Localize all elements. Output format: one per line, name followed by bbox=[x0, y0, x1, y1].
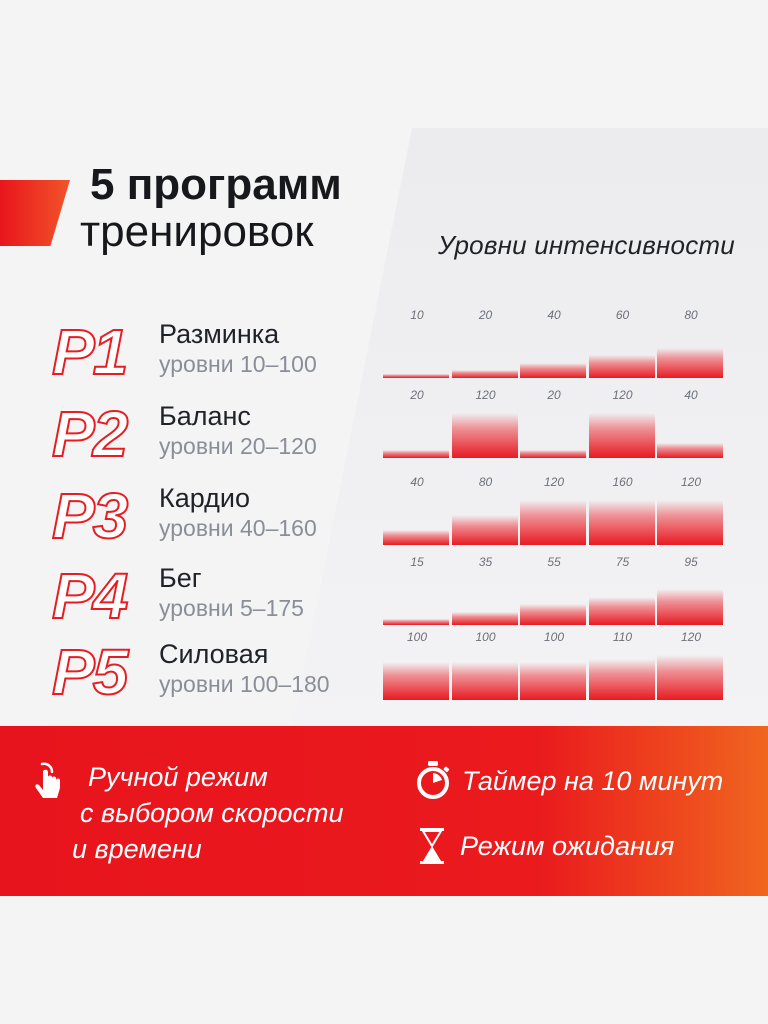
program-code: P3 bbox=[51, 479, 129, 553]
program-levels: уровни 10–100 bbox=[159, 351, 317, 377]
intensity-value-label: 80 bbox=[684, 308, 698, 322]
intensity-bar bbox=[588, 355, 655, 378]
intensity-value-label: 60 bbox=[615, 308, 630, 322]
intensity-bar bbox=[588, 500, 655, 545]
intensity-bar bbox=[451, 413, 518, 458]
program-p4: P4 Бег уровни 5–175 bbox=[51, 559, 352, 638]
intensity-bar bbox=[520, 363, 586, 378]
intensity-bar bbox=[520, 662, 586, 700]
intensity-value-label: 120 bbox=[475, 388, 496, 402]
program-name: Бег bbox=[159, 563, 202, 593]
intensity-value-label: 40 bbox=[547, 308, 561, 322]
intensity-value-label: 20 bbox=[547, 388, 561, 402]
program-levels: уровни 40–160 bbox=[159, 515, 317, 541]
intensity-value-label: 95 bbox=[684, 555, 698, 569]
program-levels: уровни 100–180 bbox=[159, 671, 330, 697]
program-code: P2 bbox=[51, 397, 129, 471]
intensity-row-p4: 15 35 55 75 95 bbox=[383, 555, 724, 625]
intensity-value-label: 100 bbox=[543, 630, 565, 644]
page-title: 5 программ тренировок bbox=[80, 160, 342, 256]
intensity-bar bbox=[588, 659, 655, 700]
intensity-row-p2: 20 120 20 120 40 bbox=[383, 388, 724, 458]
manual-line-2: с выбором скорости bbox=[80, 798, 344, 828]
intensity-value-label: 120 bbox=[680, 630, 702, 644]
program-levels: уровни 20–120 bbox=[159, 433, 317, 459]
intensity-value-label: 15 bbox=[410, 555, 424, 569]
intensity-value-label: 35 bbox=[478, 555, 493, 569]
intensity-bar bbox=[657, 348, 723, 378]
intensity-value-label: 120 bbox=[680, 475, 702, 489]
intensity-value-label: 100 bbox=[475, 630, 496, 644]
intensity-value-label: 75 bbox=[615, 555, 630, 569]
intensity-row-p3: 40 80 120 160 120 bbox=[383, 475, 724, 545]
intensity-value-label: 100 bbox=[406, 630, 428, 644]
program-code: P5 bbox=[51, 635, 129, 709]
intensity-value-label: 40 bbox=[410, 475, 424, 489]
intensity-bar bbox=[451, 370, 518, 378]
manual-line-3: и времени bbox=[72, 834, 202, 864]
manual-line-1: Ручной режим bbox=[88, 762, 268, 792]
intensity-bar bbox=[383, 530, 449, 545]
intensity-value-label: 110 bbox=[612, 630, 633, 644]
intensity-bar bbox=[383, 662, 449, 700]
intensity-bar bbox=[451, 612, 518, 625]
program-p5: P5 Силовая уровни 100–180 bbox=[51, 635, 352, 714]
intensity-bar bbox=[588, 413, 655, 458]
stopwatch-icon bbox=[417, 761, 450, 799]
program-name: Кардио bbox=[159, 483, 250, 513]
timer-text: Таймер на 10 минут bbox=[462, 766, 724, 796]
intensity-bar bbox=[657, 655, 723, 700]
title-line-1: 5 программ bbox=[90, 160, 342, 209]
hourglass-icon bbox=[420, 828, 444, 864]
accent-shape bbox=[0, 180, 70, 246]
features-banner: Ручной режим с выбором скорости и времен… bbox=[0, 726, 768, 896]
intensity-bar bbox=[383, 374, 449, 378]
intensity-bar bbox=[451, 515, 518, 545]
intensity-bar bbox=[657, 589, 723, 625]
intensity-value-label: 55 bbox=[547, 555, 561, 569]
intensity-bar bbox=[520, 500, 586, 545]
intensity-value-label: 160 bbox=[612, 475, 633, 489]
title-line-2: тренировок bbox=[80, 206, 314, 256]
intensity-value-label: 80 bbox=[478, 475, 493, 489]
intensity-value-label: 40 bbox=[684, 388, 698, 402]
intensity-title: Уровни интенсивности bbox=[438, 230, 735, 260]
intensity-bar bbox=[520, 604, 586, 625]
program-name: Баланс bbox=[159, 401, 251, 431]
intensity-bar bbox=[383, 450, 449, 458]
intensity-row-p1: 10 20 40 60 80 bbox=[383, 308, 724, 378]
program-levels: уровни 5–175 bbox=[159, 595, 304, 621]
intensity-bar bbox=[451, 662, 518, 700]
intensity-bar bbox=[383, 619, 449, 625]
program-name: Силовая bbox=[159, 639, 269, 669]
intensity-bar bbox=[520, 450, 586, 458]
intensity-value-label: 120 bbox=[612, 388, 633, 402]
intensity-value-label: 20 bbox=[478, 308, 493, 322]
program-code: P1 bbox=[51, 315, 129, 389]
program-p1: P1 Разминка уровни 10–100 bbox=[51, 315, 352, 394]
program-name: Разминка bbox=[159, 319, 280, 349]
tap-hand-icon bbox=[35, 762, 60, 798]
intensity-row-p5: 100 100 100 110 120 bbox=[383, 630, 724, 700]
intensity-bar bbox=[657, 500, 723, 545]
intensity-bar bbox=[588, 597, 655, 625]
standby-text: Режим ожидания bbox=[460, 831, 675, 861]
intensity-value-label: 120 bbox=[543, 475, 565, 489]
intensity-value-label: 10 bbox=[410, 308, 424, 322]
program-p2: P2 Баланс уровни 20–120 bbox=[51, 397, 352, 476]
program-p3: P3 Кардио уровни 40–160 bbox=[51, 479, 352, 558]
intensity-value-label: 20 bbox=[410, 388, 424, 402]
intensity-bar bbox=[657, 443, 723, 458]
program-code: P4 bbox=[51, 559, 129, 633]
